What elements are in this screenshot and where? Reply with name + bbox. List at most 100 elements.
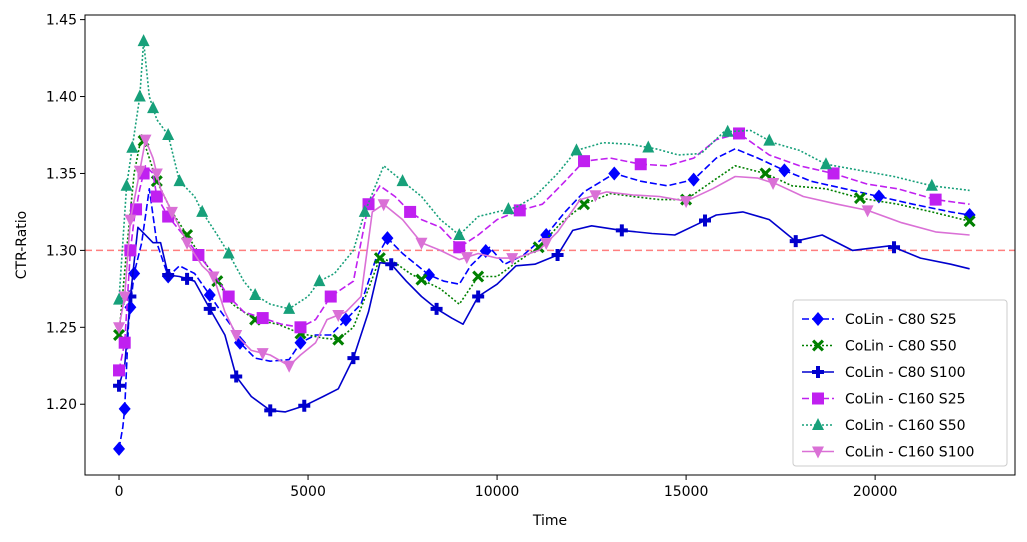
legend-label: CoLin - C80 S100 — [845, 365, 966, 381]
series-marker — [230, 330, 243, 342]
series-marker — [615, 224, 628, 237]
series-marker — [294, 335, 307, 350]
series-marker — [324, 290, 337, 303]
series-marker — [137, 34, 150, 47]
legend-label: CoLin - C160 S50 — [845, 418, 966, 434]
series-marker — [120, 178, 133, 191]
series-marker — [207, 271, 220, 284]
series-marker — [888, 241, 901, 254]
y-tick-label: 1.45 — [46, 13, 77, 29]
series-marker — [854, 192, 866, 205]
y-tick-label: 1.35 — [46, 166, 77, 182]
series-marker — [332, 333, 345, 346]
series-marker — [589, 190, 602, 203]
series-marker — [192, 249, 205, 261]
series-line — [118, 148, 970, 449]
series-marker — [126, 140, 139, 153]
series-marker — [733, 127, 746, 140]
series-marker — [124, 214, 137, 227]
series-marker — [339, 312, 352, 327]
y-axis-label: CTR-Ratio — [14, 211, 30, 279]
series-marker — [203, 302, 216, 315]
series-marker — [827, 167, 840, 180]
series-marker — [453, 241, 466, 254]
series-marker — [118, 336, 131, 349]
x-axis: 0 5000 10000 15000 20000 — [115, 475, 898, 500]
series-marker — [759, 167, 772, 180]
series-6 — [113, 134, 970, 373]
series-marker — [570, 143, 583, 156]
series-marker — [264, 404, 277, 417]
legend-swatch-marker — [812, 312, 824, 326]
series-marker — [532, 241, 545, 254]
series-marker — [373, 252, 386, 265]
legend-swatch-marker — [812, 418, 824, 430]
series-marker — [118, 401, 131, 416]
series-marker — [283, 360, 296, 373]
series-marker — [502, 202, 515, 215]
series-marker — [249, 288, 262, 300]
legend-label: CoLin - C160 S100 — [845, 445, 974, 461]
series-5 — [113, 34, 970, 314]
x-axis-label: Time — [532, 513, 567, 529]
series-marker — [113, 364, 126, 377]
series-marker — [506, 253, 519, 266]
series-marker — [396, 174, 409, 187]
legend-label: CoLin - C160 S25 — [845, 392, 966, 408]
series-layer — [113, 34, 976, 456]
legend-box — [792, 299, 1008, 467]
series-marker — [298, 399, 311, 412]
y-tick-label: 1.25 — [46, 320, 77, 336]
series-marker — [634, 158, 647, 171]
series-marker — [196, 204, 209, 217]
series-marker — [513, 204, 526, 217]
legend-entry: CoLin - C160 S100 — [802, 445, 974, 461]
legend-swatch-marker — [812, 392, 824, 405]
series-marker — [113, 322, 126, 335]
y-tick-label: 1.30 — [46, 243, 77, 259]
series-marker — [608, 166, 621, 181]
series-marker — [332, 310, 345, 322]
series-marker — [358, 204, 371, 217]
series-marker — [687, 172, 700, 187]
series-marker — [415, 237, 428, 250]
series-marker — [453, 228, 466, 240]
series-marker — [721, 124, 734, 137]
series-marker — [113, 292, 126, 305]
series-marker — [642, 140, 655, 153]
legend-entry: CoLin - C80 S25 — [802, 312, 957, 328]
x-tick-label: 20000 — [853, 484, 898, 500]
legend-swatch-marker — [812, 366, 824, 378]
series-marker — [415, 273, 428, 286]
series-marker — [313, 274, 326, 287]
legend-entry: CoLin - C80 S100 — [802, 365, 966, 381]
legend-label: CoLin - C80 S25 — [845, 312, 957, 328]
series-marker — [472, 270, 485, 283]
series-marker — [472, 290, 485, 303]
series-marker — [680, 196, 693, 209]
series-marker — [162, 269, 175, 281]
series-marker — [460, 252, 473, 265]
legend-label: CoLin - C80 S50 — [845, 339, 957, 355]
series-marker — [430, 302, 443, 315]
y-tick-label: 1.20 — [46, 397, 77, 413]
series-marker — [283, 301, 296, 314]
series-marker — [173, 174, 186, 187]
series-marker — [203, 288, 216, 302]
series-marker — [540, 238, 553, 250]
series-marker — [181, 237, 194, 250]
series-marker — [767, 178, 780, 190]
series-marker — [294, 321, 307, 334]
legend-swatch-marker — [812, 446, 824, 459]
series-marker — [763, 133, 776, 146]
y-axis: 1.20 1.25 1.30 1.35 1.40 1.45 — [46, 13, 85, 413]
series-marker — [133, 165, 146, 178]
series-marker — [778, 163, 791, 178]
series-marker — [118, 291, 131, 304]
x-tick-label: 10000 — [475, 484, 520, 500]
series-marker — [139, 134, 152, 147]
series-marker — [385, 258, 398, 271]
series-marker — [819, 157, 832, 170]
series-marker — [133, 89, 146, 102]
